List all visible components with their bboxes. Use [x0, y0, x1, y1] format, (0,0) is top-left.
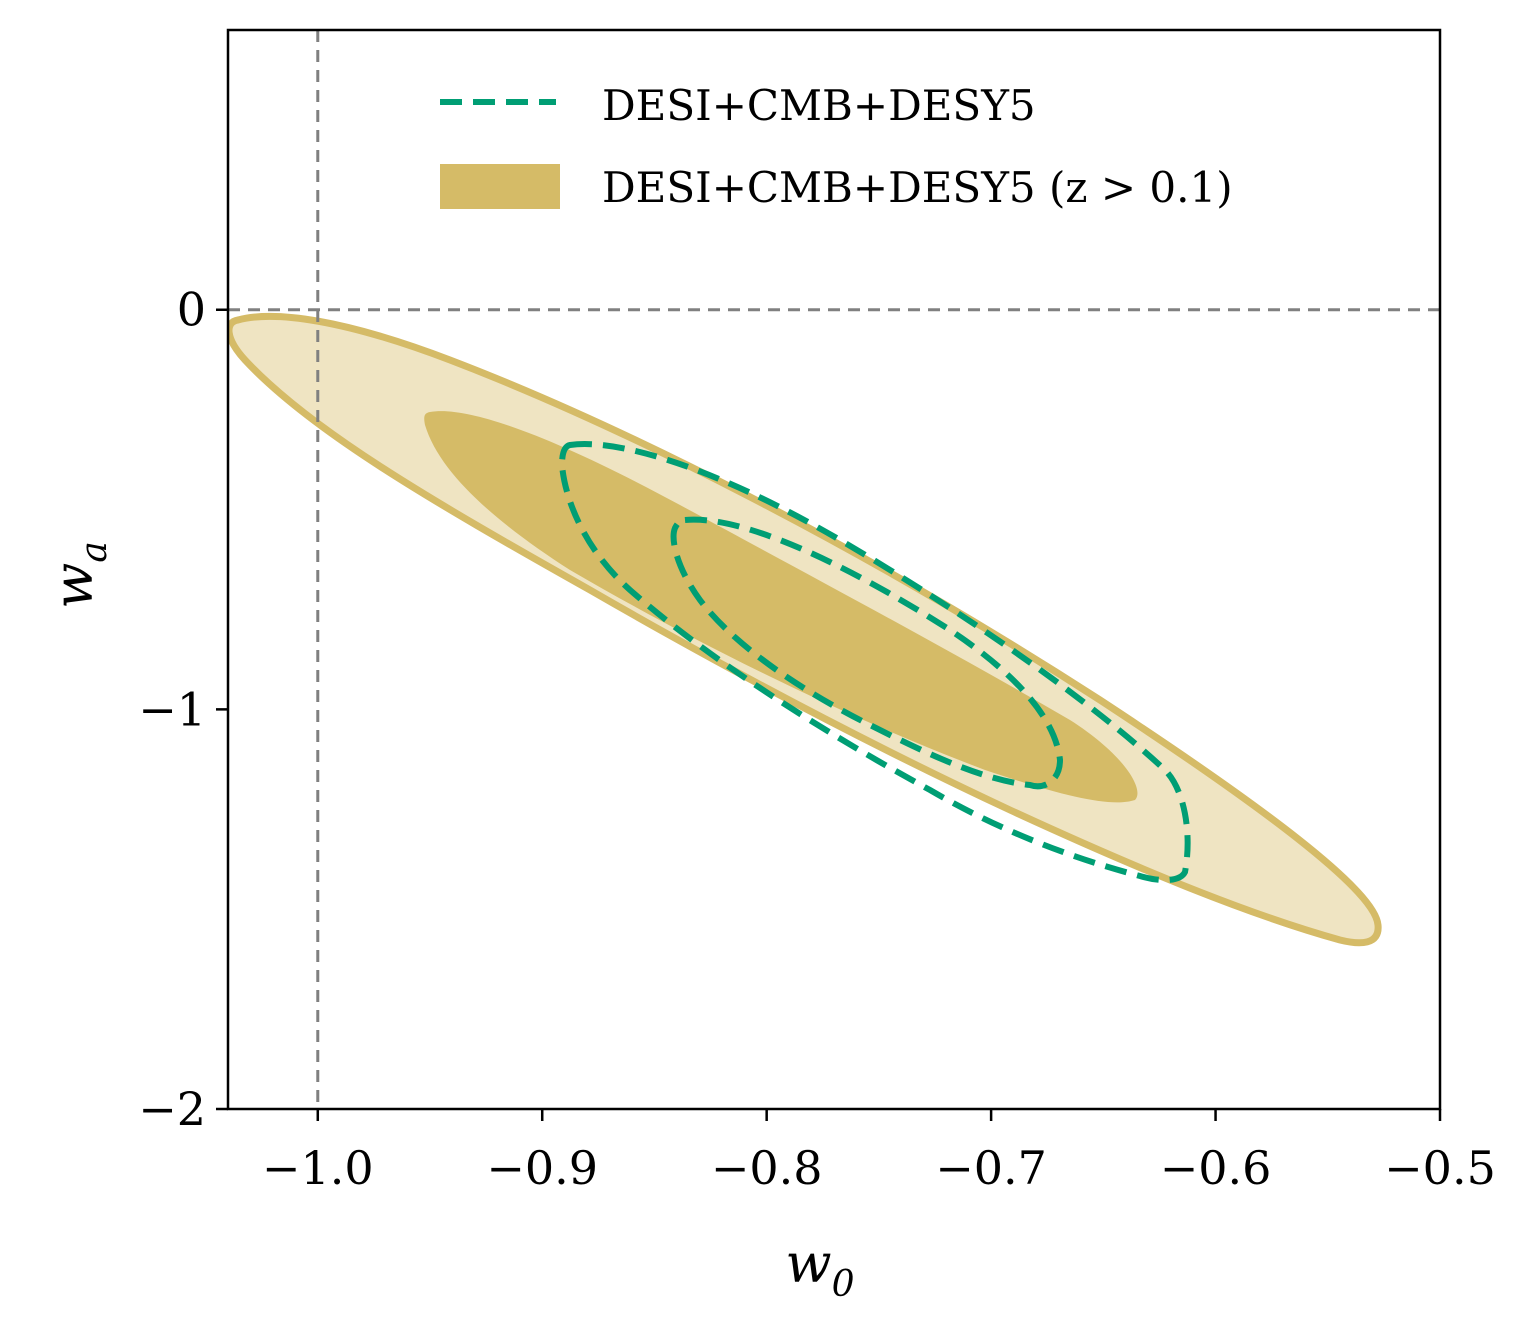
x-tick-label: −0.8 — [711, 1141, 823, 1195]
green-95-contour — [558, 441, 1191, 884]
x-axis-label: w0 — [785, 1232, 854, 1305]
x-tick-label: −0.6 — [1160, 1141, 1272, 1195]
x-axis-label-subscript: 0 — [832, 1264, 855, 1305]
x-tick-label: −1.0 — [262, 1141, 374, 1195]
y-tick-label: −2 — [138, 1082, 206, 1136]
y-axis-label: wa — [42, 541, 115, 609]
x-tick-label: −0.9 — [486, 1141, 598, 1195]
x-tick-label: −0.5 — [1384, 1141, 1496, 1195]
y-tick-label: −1 — [138, 682, 206, 736]
legend-swatch-filled — [440, 164, 560, 209]
legend-label-desi-cmb-desy5-z-cut: DESI+CMB+DESY5 (z > 0.1) — [602, 163, 1233, 212]
plot-area — [228, 30, 1440, 1109]
green-68-contour — [670, 516, 1064, 790]
x-tick-label: −0.7 — [935, 1141, 1047, 1195]
legend: DESI+CMB+DESY5 DESI+CMB+DESY5 (z > 0.1) — [440, 81, 1233, 212]
y-axis-ticks: 0 −1 −2 — [138, 283, 228, 1136]
plot-frame — [226, 28, 1442, 1111]
x-axis-ticks: −1.0 −0.9 −0.8 −0.7 −0.6 −0.5 — [262, 1109, 1496, 1195]
legend-label-desi-cmb-desy5: DESI+CMB+DESY5 — [602, 81, 1036, 130]
y-axis-label-subscript: a — [74, 541, 115, 562]
y-tick-label: 0 — [177, 283, 206, 337]
gold-68-contour — [424, 411, 1138, 803]
